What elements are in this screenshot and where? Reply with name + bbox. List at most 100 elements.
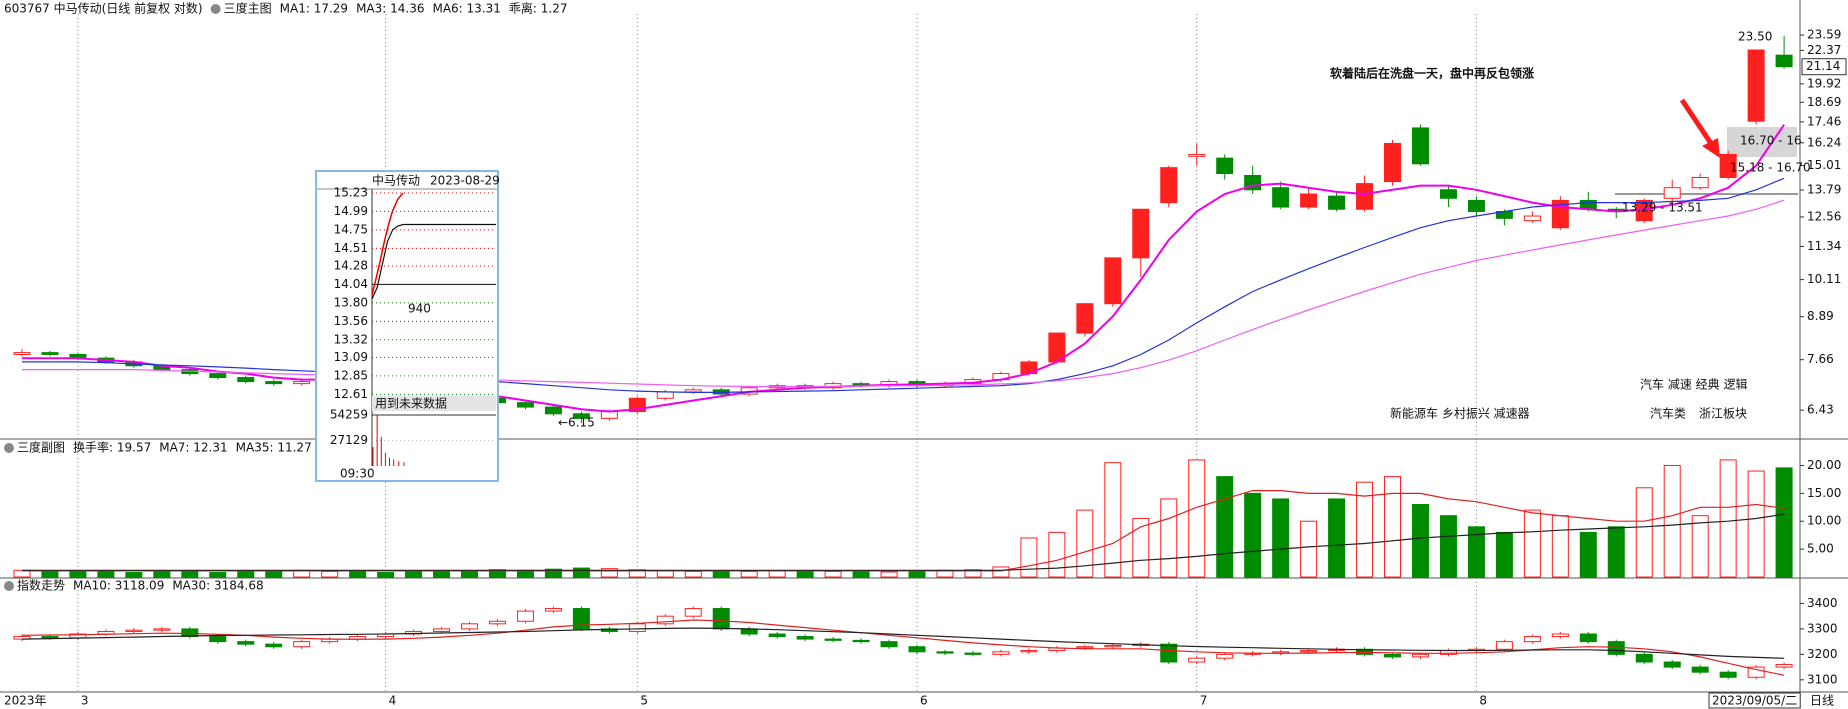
candle-body: [656, 391, 674, 399]
candle-body: [1467, 199, 1485, 212]
candle-body: [1188, 657, 1206, 663]
y-tick-label: 8.89: [1807, 309, 1834, 323]
y-tick-label: 11.34: [1807, 239, 1841, 253]
y-tick-label: 23.59: [1807, 28, 1841, 42]
y-tick-label: 15.00: [1807, 486, 1841, 500]
legend-text: MA10: 3118.09: [73, 579, 164, 593]
candle-body: [1160, 167, 1178, 204]
legend-text: MA3: 14.36: [356, 2, 424, 16]
intraday-popup: 中马传动 2023-08-29 15.23 14.99 14.75 14.51 14.28 1…: [315, 170, 500, 482]
candle-body: [125, 629, 143, 632]
candle-body: [1551, 633, 1569, 638]
candle-body: [656, 615, 674, 625]
tag: 新能源车 乡村振兴 减速器: [1390, 406, 1530, 421]
popup-price-label: 14.51: [334, 241, 368, 255]
candle-body: [13, 352, 31, 355]
candle-body: [153, 628, 171, 631]
candle-body: [1579, 633, 1597, 643]
legend-text: 三度主图: [224, 1, 272, 16]
candle-body: [41, 636, 59, 639]
candle-body: [992, 651, 1010, 655]
candle-body: [1384, 653, 1402, 658]
popup-price-label: 13.56: [334, 314, 368, 328]
candle-body: [572, 608, 590, 630]
volume-label: 940: [408, 302, 431, 316]
y-tick-label: 3100: [1807, 672, 1838, 686]
candle-body: [1775, 54, 1793, 68]
legend-text: 换手率: 19.57: [73, 440, 151, 455]
volume-bar: [209, 572, 227, 578]
arrow-head: [1702, 138, 1720, 158]
popup-price-label: 14.04: [334, 277, 368, 291]
high-label: 23.50: [1738, 30, 1772, 44]
candle-body: [1300, 193, 1318, 208]
candle-body: [488, 620, 506, 625]
candle-body: [1356, 183, 1374, 210]
candle-body: [13, 636, 31, 640]
popup-volume-label: 54259: [330, 407, 368, 421]
popup-price-label: 13.09: [334, 350, 368, 364]
volume-bar: [600, 568, 618, 578]
candle-body: [265, 381, 283, 385]
ma-line: [21, 619, 1785, 676]
y-tick-label: 15.01: [1807, 158, 1841, 172]
range-label: 15.18 - 16.70: [1730, 161, 1811, 175]
volume-bar: [1607, 526, 1625, 578]
candle-body: [1076, 303, 1094, 334]
candle-body: [1635, 653, 1653, 663]
candle-body: [237, 377, 255, 383]
legend-text: MA7: 12.31: [159, 441, 227, 455]
y-tick-label: 6.43: [1807, 403, 1834, 417]
volume-bar: [684, 570, 702, 578]
popup-date: 2023-08-29: [430, 174, 500, 188]
popup-price-label: 13.80: [334, 295, 368, 309]
legend-text: MA6: 13.31: [432, 2, 500, 16]
volume-bar: [97, 570, 115, 578]
legend-text: 603767 中马传动(日线 前复权 对数): [4, 1, 203, 16]
candle-body: [1719, 671, 1737, 678]
axis-start: 2023年: [4, 694, 47, 708]
volume-bar: [740, 570, 758, 578]
x-tick-label: 5: [640, 694, 648, 708]
volume-bar: [405, 571, 423, 578]
candle-body: [1216, 157, 1234, 175]
candle-body: [936, 651, 954, 654]
intraday-price: [371, 192, 404, 296]
low-label: ←6.15: [558, 416, 595, 430]
volume-bar: [1551, 515, 1569, 578]
volume-bar: [1160, 498, 1178, 578]
volume-bar: [237, 571, 255, 578]
candle-body: [1104, 644, 1122, 648]
popup-price-label: 13.32: [334, 332, 368, 346]
volume-bar: [461, 570, 479, 578]
volume-bar: [1691, 515, 1709, 578]
volume-bar: [1775, 467, 1793, 578]
y-tick-label: 17.46: [1807, 114, 1841, 128]
volume-bar: [1328, 498, 1346, 578]
candle-body: [572, 413, 590, 419]
volume-bar: [1495, 531, 1513, 578]
volume-bar: [1216, 476, 1234, 578]
popup-note: 用到未来数据: [375, 396, 447, 411]
legend-text: MA35: 11.27: [236, 441, 312, 455]
cursor-date-box: [1708, 692, 1801, 709]
y-tick-label: 5.00: [1807, 542, 1834, 556]
candle-body: [265, 643, 283, 648]
volume-bar: [992, 566, 1010, 578]
popup-title: 中马传动: [372, 173, 420, 188]
volume-bar: [1132, 517, 1150, 578]
candle-body: [1188, 153, 1206, 157]
arrow: [1679, 98, 1717, 150]
popup-price-label: 15.23: [334, 185, 368, 199]
volume-bar: [321, 570, 339, 578]
period-label: 日线: [1810, 694, 1834, 708]
x-tick-label: 8: [1479, 694, 1487, 708]
range-label: 16.70 - 16: [1740, 134, 1802, 148]
candle-body: [600, 411, 618, 419]
indicator-icon: [210, 4, 221, 14]
candle-body: [1132, 208, 1150, 259]
volume-bar: [572, 567, 590, 578]
